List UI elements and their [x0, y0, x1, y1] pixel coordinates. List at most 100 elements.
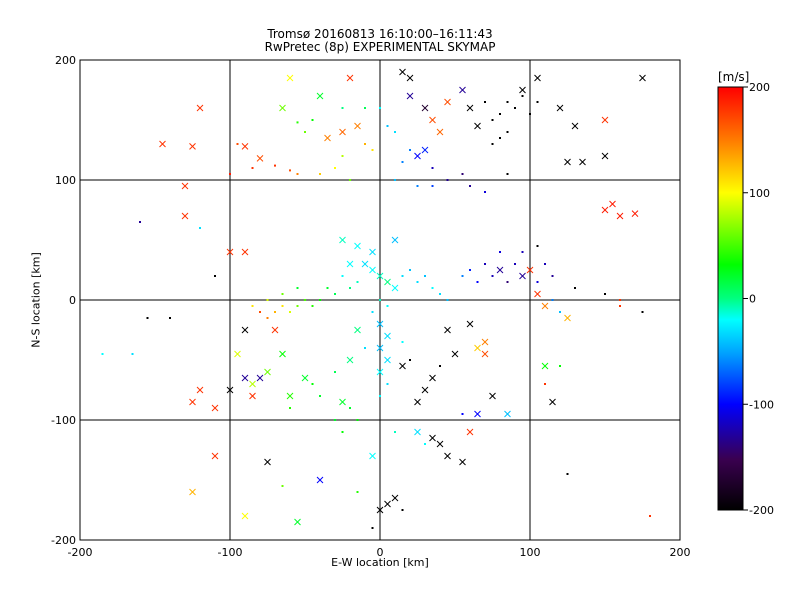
x-marker-stroke: [316, 476, 324, 484]
x-marker: [339, 236, 346, 244]
x-marker-stroke: [294, 518, 301, 526]
x-marker: [196, 386, 204, 394]
x-marker-stroke: [399, 362, 406, 370]
colorbar-tick-label: 200: [749, 81, 770, 94]
dot-marker: [296, 305, 299, 307]
chart-subtitle: RwPretec (8p) EXPERIMENTAL SKYMAP: [264, 40, 496, 54]
dot-marker: [514, 107, 516, 109]
x-marker-stroke: [481, 350, 489, 358]
dot-marker: [424, 443, 426, 445]
dot-marker: [326, 287, 329, 289]
dot-marker: [394, 131, 396, 133]
x-tick-label: 0: [377, 546, 384, 559]
x-marker: [616, 212, 624, 220]
x-marker-stroke: [376, 506, 384, 514]
y-tick-label: 100: [55, 174, 76, 187]
x-marker-stroke: [564, 314, 571, 322]
x-marker: [339, 398, 346, 406]
dot-marker: [349, 179, 351, 181]
dot-marker: [394, 179, 396, 181]
dot-marker: [461, 275, 464, 277]
x-marker: [376, 320, 384, 328]
dot-marker: [386, 383, 389, 385]
x-tick-label: -100: [218, 546, 243, 559]
dot-marker: [296, 173, 299, 175]
colorbar: [717, 86, 744, 511]
x-marker: [556, 104, 564, 112]
dot-marker: [506, 101, 509, 103]
dot-marker: [319, 299, 321, 301]
x-marker: [391, 494, 399, 502]
x-marker-stroke: [421, 386, 429, 394]
dot-marker: [266, 299, 269, 301]
x-marker-stroke: [279, 350, 286, 358]
dot-marker: [356, 281, 359, 283]
colorbar-tick-label: 100: [749, 187, 770, 200]
dot-marker: [364, 347, 366, 349]
dot-marker: [289, 407, 291, 409]
y-axis-label: N-S location [km]: [29, 252, 43, 348]
dot-marker: [439, 365, 441, 367]
x-marker: [504, 410, 511, 418]
x-marker-stroke: [556, 104, 564, 112]
x-marker-stroke: [346, 74, 354, 82]
x-marker: [444, 326, 451, 334]
x-marker: [384, 332, 391, 340]
dot-marker: [536, 245, 539, 247]
x-marker: [264, 368, 271, 376]
x-marker: [541, 362, 549, 370]
x-marker: [181, 212, 189, 220]
dot-marker: [484, 191, 486, 193]
x-marker: [346, 356, 354, 364]
dot-marker: [499, 251, 501, 253]
dot-marker: [409, 269, 411, 271]
dot-marker: [506, 173, 509, 175]
x-marker: [241, 248, 249, 256]
x-marker: [429, 374, 436, 382]
x-marker-stroke: [481, 338, 489, 346]
dot-marker: [259, 311, 261, 313]
x-marker-stroke: [601, 152, 609, 160]
dot-marker: [559, 311, 561, 313]
x-marker: [406, 74, 414, 82]
x-marker-stroke: [489, 392, 496, 400]
dot-marker: [386, 125, 389, 127]
x-marker-stroke: [159, 140, 166, 148]
dot-marker: [446, 179, 449, 181]
x-marker-stroke: [339, 128, 346, 136]
x-marker-stroke: [601, 206, 609, 214]
dot-marker: [619, 299, 621, 301]
x-marker: [421, 146, 429, 154]
colorbar-tick-label: 0: [749, 293, 756, 306]
x-marker: [226, 248, 234, 256]
x-marker-stroke: [301, 374, 309, 382]
x-marker-stroke: [361, 260, 369, 268]
x-marker-stroke: [249, 392, 256, 400]
x-marker: [234, 350, 241, 358]
dot-marker: [386, 305, 389, 307]
x-marker: [519, 86, 526, 94]
x-marker: [481, 338, 489, 346]
dot-marker: [274, 164, 276, 167]
colorbar-unit-label: [m/s]: [718, 70, 750, 84]
dot-marker: [551, 299, 554, 301]
x-marker-stroke: [474, 122, 481, 130]
x-marker: [256, 155, 264, 162]
x-marker: [639, 74, 646, 82]
x-marker-stroke: [579, 158, 586, 166]
dot-marker: [439, 293, 441, 295]
x-marker-stroke: [421, 104, 429, 112]
x-marker: [399, 68, 406, 76]
x-marker-stroke: [474, 344, 481, 352]
x-marker: [316, 476, 324, 484]
dot-marker: [461, 173, 464, 175]
x-marker: [196, 104, 204, 112]
x-marker-stroke: [399, 68, 406, 76]
x-marker-stroke: [376, 368, 384, 376]
dot-marker: [649, 515, 651, 517]
x-marker-stroke: [414, 152, 421, 160]
x-marker: [241, 374, 249, 382]
x-marker-stroke: [571, 122, 579, 130]
x-marker-stroke: [436, 440, 444, 448]
